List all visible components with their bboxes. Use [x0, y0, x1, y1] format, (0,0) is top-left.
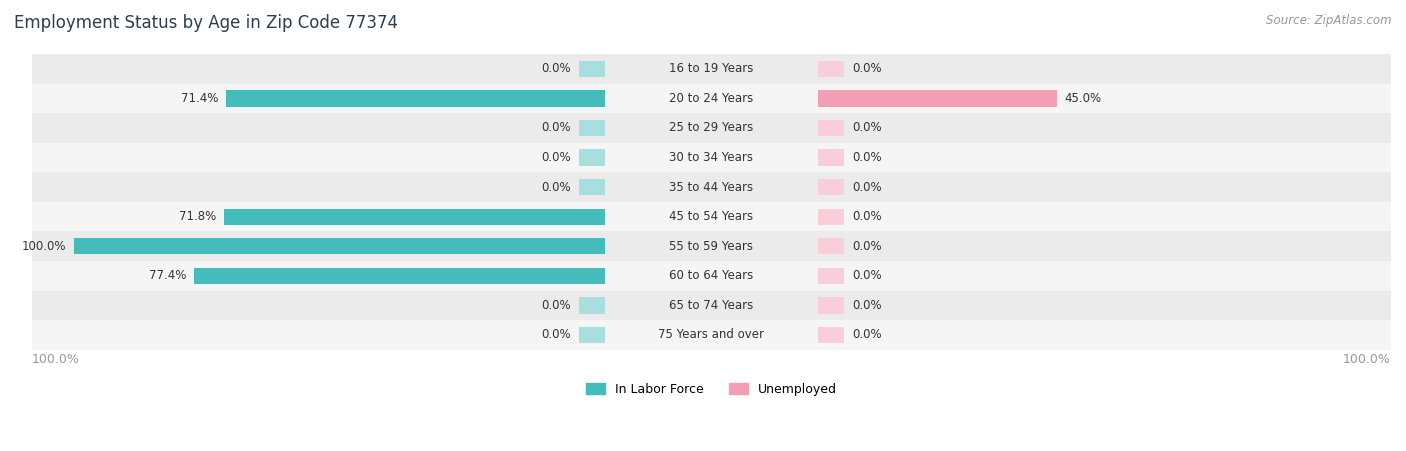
Text: 35 to 44 Years: 35 to 44 Years — [669, 180, 754, 193]
Text: 0.0%: 0.0% — [852, 151, 882, 164]
Text: 45 to 54 Years: 45 to 54 Years — [669, 210, 754, 223]
Bar — [194, 268, 605, 284]
Text: 0.0%: 0.0% — [852, 328, 882, 341]
Bar — [32, 83, 1391, 113]
Bar — [579, 149, 605, 166]
Legend: In Labor Force, Unemployed: In Labor Force, Unemployed — [581, 378, 842, 401]
Bar — [579, 61, 605, 77]
Text: 20 to 24 Years: 20 to 24 Years — [669, 92, 754, 105]
Bar — [818, 90, 1056, 106]
Bar — [75, 238, 605, 254]
Text: 65 to 74 Years: 65 to 74 Years — [669, 299, 754, 312]
Text: 0.0%: 0.0% — [852, 121, 882, 134]
Text: 0.0%: 0.0% — [852, 210, 882, 223]
Text: 0.0%: 0.0% — [541, 328, 571, 341]
Bar — [32, 231, 1391, 261]
Bar — [32, 202, 1391, 231]
Text: 0.0%: 0.0% — [541, 62, 571, 75]
Text: 16 to 19 Years: 16 to 19 Years — [669, 62, 754, 75]
Text: 0.0%: 0.0% — [852, 180, 882, 193]
Bar — [818, 120, 844, 136]
Bar — [818, 208, 844, 225]
Bar — [818, 149, 844, 166]
Bar — [32, 320, 1391, 350]
Text: 60 to 64 Years: 60 to 64 Years — [669, 269, 754, 282]
Bar — [818, 297, 844, 313]
Bar — [32, 172, 1391, 202]
Bar — [579, 297, 605, 313]
Text: 100.0%: 100.0% — [1343, 353, 1391, 366]
Bar — [818, 238, 844, 254]
Bar — [818, 268, 844, 284]
Text: 100.0%: 100.0% — [22, 240, 66, 253]
Text: 25 to 29 Years: 25 to 29 Years — [669, 121, 754, 134]
Text: 0.0%: 0.0% — [541, 299, 571, 312]
Bar — [579, 179, 605, 195]
Text: 0.0%: 0.0% — [852, 62, 882, 75]
Bar — [32, 54, 1391, 83]
Text: 30 to 34 Years: 30 to 34 Years — [669, 151, 754, 164]
Bar — [818, 179, 844, 195]
Text: 100.0%: 100.0% — [32, 353, 80, 366]
Text: Employment Status by Age in Zip Code 77374: Employment Status by Age in Zip Code 773… — [14, 14, 398, 32]
Bar — [579, 120, 605, 136]
Bar — [818, 61, 844, 77]
Bar — [818, 327, 844, 343]
Bar — [32, 143, 1391, 172]
Text: 71.4%: 71.4% — [181, 92, 218, 105]
Text: 71.8%: 71.8% — [179, 210, 217, 223]
Bar — [579, 327, 605, 343]
Text: 45.0%: 45.0% — [1064, 92, 1102, 105]
Text: Source: ZipAtlas.com: Source: ZipAtlas.com — [1267, 14, 1392, 27]
Text: 0.0%: 0.0% — [852, 299, 882, 312]
Bar — [32, 290, 1391, 320]
Text: 75 Years and over: 75 Years and over — [658, 328, 765, 341]
Text: 0.0%: 0.0% — [541, 180, 571, 193]
Bar — [226, 90, 605, 106]
Text: 55 to 59 Years: 55 to 59 Years — [669, 240, 754, 253]
Text: 77.4%: 77.4% — [149, 269, 187, 282]
Text: 0.0%: 0.0% — [852, 240, 882, 253]
Bar — [32, 113, 1391, 143]
Bar — [32, 261, 1391, 290]
Text: 0.0%: 0.0% — [541, 121, 571, 134]
Bar — [224, 208, 605, 225]
Text: 0.0%: 0.0% — [852, 269, 882, 282]
Text: 0.0%: 0.0% — [541, 151, 571, 164]
